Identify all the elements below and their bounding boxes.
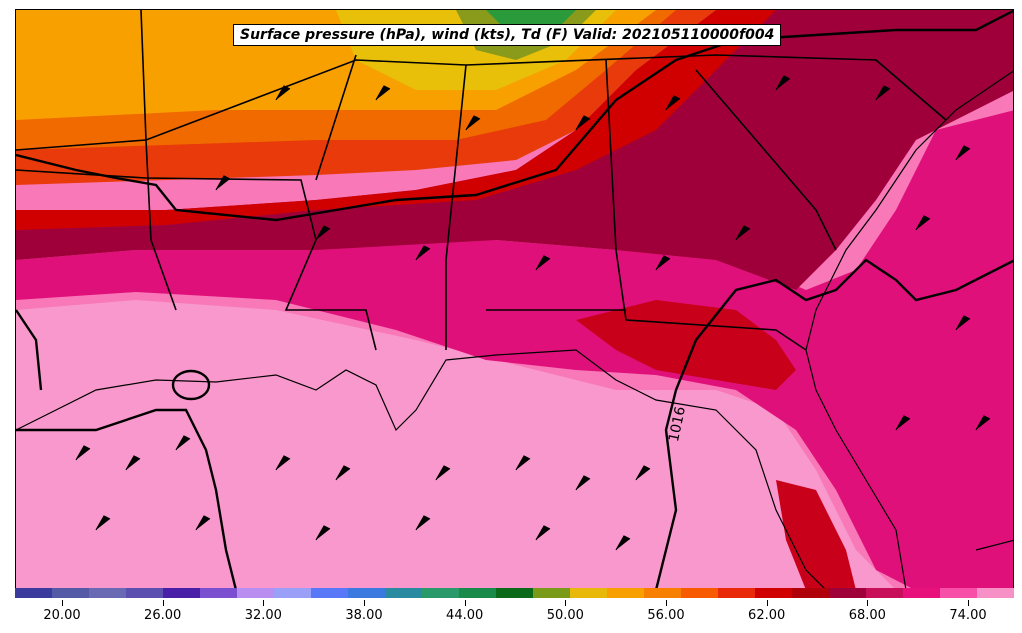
colorbar-segment xyxy=(274,588,311,598)
colorbar-segment xyxy=(126,588,163,598)
colorbar-segment xyxy=(496,588,533,598)
map-panel: Surface pressure (hPa), wind (kts), Td (… xyxy=(15,9,1014,589)
colorbar-tick-label: 32.00 xyxy=(244,608,282,623)
colorbar-segment xyxy=(607,588,644,598)
colorbar-tick xyxy=(364,600,365,606)
colorbar-tick-label: 50.00 xyxy=(546,608,584,623)
colorbar-tick xyxy=(766,600,768,606)
colorbar-segment xyxy=(718,588,755,598)
colorbar-tick-label: 56.00 xyxy=(647,608,685,623)
colorbar-tick-label: 74.00 xyxy=(949,608,987,623)
colorbar-tick-label: 68.00 xyxy=(848,608,886,623)
colorbar-segment xyxy=(644,588,681,598)
colorbar-segment xyxy=(237,588,274,598)
colorbar-segment xyxy=(15,588,52,598)
colorbar-tick xyxy=(565,600,567,606)
colorbar-segment xyxy=(977,588,1014,598)
colorbar-tick-label: 44.00 xyxy=(446,608,484,623)
colorbar-tick-label: 26.00 xyxy=(144,608,182,623)
colorbar-segment xyxy=(829,588,866,598)
colorbar-segment xyxy=(755,588,792,598)
colorbar-tick-label: 20.00 xyxy=(43,608,81,623)
colorbar-tick xyxy=(867,600,869,606)
colorbar-segment xyxy=(163,588,200,598)
colorbar xyxy=(15,588,1014,598)
dewpoint-map xyxy=(16,10,1013,588)
red-pocket xyxy=(576,300,796,390)
colorbar-segment xyxy=(866,588,903,598)
colorbar-ticks: 20.00 26.00 32.00 38.00 44.00 50.00 56.00 62.00… xyxy=(15,600,1014,630)
colorbar-segment xyxy=(940,588,977,598)
colorbar-segment xyxy=(533,588,570,598)
colorbar-segment xyxy=(385,588,422,598)
wind-barbs xyxy=(75,75,991,551)
colorbar-segment xyxy=(52,588,89,598)
colorbar-tick-label: 38.00 xyxy=(345,608,383,623)
colorbar-segment xyxy=(459,588,496,598)
colorbar-segment xyxy=(200,588,237,598)
colorbar-segment xyxy=(89,588,126,598)
coastlines xyxy=(16,70,1013,588)
colorbar-tick xyxy=(968,600,969,606)
map-title: Surface pressure (hPa), wind (kts), Td (… xyxy=(233,24,782,46)
colorbar-tick xyxy=(162,600,164,606)
colorbar-segment xyxy=(903,588,940,598)
colorbar-segment xyxy=(570,588,607,598)
colorbar-tick-label: 62.00 xyxy=(748,608,786,623)
colorbar-tick xyxy=(464,600,466,606)
colorbar-tick xyxy=(666,600,667,606)
colorbar-segment xyxy=(311,588,348,598)
colorbar-tick xyxy=(62,600,63,606)
south-florida-pocket xyxy=(776,480,856,588)
moist-zone xyxy=(16,110,1013,588)
colorbar-segment xyxy=(348,588,385,598)
colorbar-segment xyxy=(681,588,718,598)
colorbar-tick xyxy=(263,600,265,606)
colorbar-segment xyxy=(792,588,829,598)
colorbar-segment xyxy=(422,588,459,598)
isobars xyxy=(16,10,1013,588)
